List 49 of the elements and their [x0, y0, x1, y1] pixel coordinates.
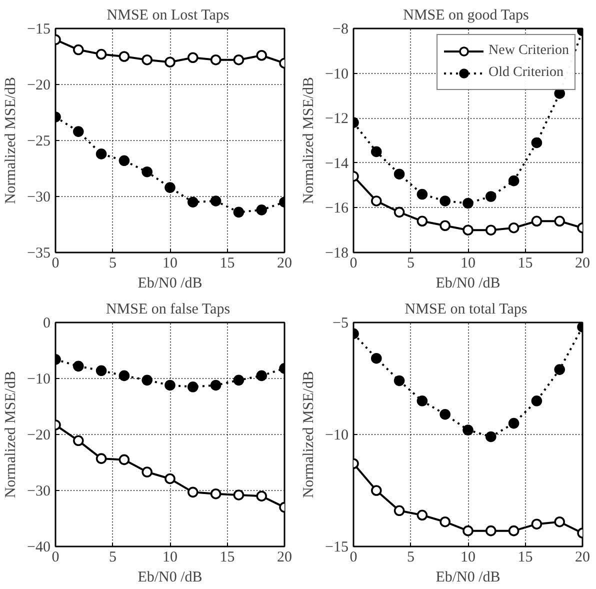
chart-title: NMSE on good Taps — [403, 8, 530, 24]
y-tick-label: −40 — [27, 540, 51, 556]
x-tick-label: 20 — [575, 550, 590, 566]
x-axis-title: Eb/N0 /dB — [138, 276, 202, 292]
legend-label: Old Criterion — [488, 65, 564, 81]
x-axis-title: Eb/N0 /dB — [138, 570, 202, 586]
y-tick-label: −8 — [332, 22, 349, 38]
y-tick-label: −18 — [325, 246, 349, 262]
y-tick-label: −10 — [325, 66, 349, 82]
y-tick-label: 0 — [43, 316, 50, 332]
y-tick-label: −20 — [27, 78, 51, 94]
x-tick-label: 20 — [277, 256, 292, 272]
x-tick-label: 10 — [460, 550, 476, 566]
y-tick-label: −16 — [325, 200, 349, 217]
x-tick-label: 5 — [109, 256, 116, 272]
x-tick-label: 15 — [220, 256, 235, 272]
x-tick-label: 15 — [518, 256, 533, 272]
y-axis-title: Normalized MSE/dB — [301, 76, 318, 204]
legend-label: New Criterion — [488, 43, 569, 59]
y-tick-label: −5 — [332, 316, 349, 332]
x-tick-label: 10 — [460, 256, 476, 272]
y-tick-label: −14 — [325, 156, 349, 172]
x-tick-label: 5 — [407, 256, 414, 272]
x-tick-label: 10 — [162, 256, 178, 272]
y-tick-label: −15 — [27, 22, 51, 38]
x-tick-label: 10 — [162, 550, 178, 566]
x-tick-label: 5 — [407, 550, 414, 566]
x-axis-title: Eb/N0 /dB — [436, 276, 500, 292]
x-tick-label: 5 — [109, 550, 116, 566]
y-tick-label: −25 — [27, 134, 51, 150]
chart-title: NMSE on false Taps — [106, 302, 230, 318]
y-tick-label: −12 — [325, 111, 349, 128]
y-tick-label: −20 — [27, 428, 51, 444]
y-tick-label: −10 — [27, 372, 51, 388]
y-axis-title: Normalized MSE/dB — [3, 370, 20, 498]
chart-title: NMSE on Lost Taps — [106, 8, 230, 24]
y-tick-label: −35 — [27, 246, 51, 262]
y-tick-label: −15 — [325, 540, 349, 556]
x-tick-label: 20 — [575, 256, 590, 272]
x-axis-title: Eb/N0 /dB — [436, 570, 500, 586]
x-tick-label: 15 — [220, 550, 235, 566]
chart-title: NMSE on total Taps — [404, 302, 528, 318]
y-axis-title: Normalized MSE/dB — [301, 370, 318, 498]
y-axis-title: Normalized MSE/dB — [3, 76, 20, 204]
x-tick-label: 15 — [518, 550, 533, 566]
x-tick-label: 20 — [277, 550, 292, 566]
y-tick-label: −10 — [325, 428, 349, 444]
y-tick-label: −30 — [27, 484, 51, 500]
y-tick-label: −30 — [27, 190, 51, 206]
